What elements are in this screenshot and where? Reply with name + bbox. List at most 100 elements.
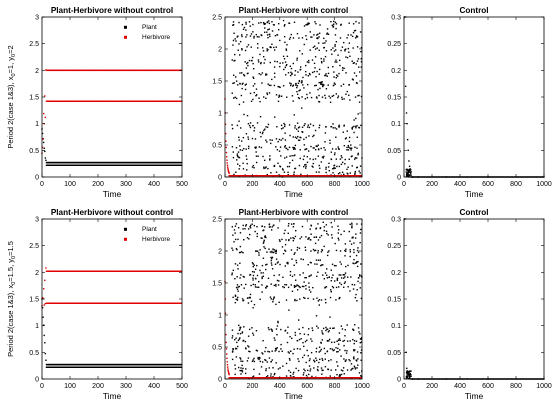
plant-point [296, 249, 299, 251]
plant-point [350, 243, 353, 245]
plant-point [299, 348, 301, 350]
plant-point [293, 148, 295, 150]
herbivore-point [227, 366, 229, 368]
plant-point [232, 21, 235, 23]
plant-point [295, 137, 298, 139]
plant-point [253, 360, 256, 363]
plant-point [325, 126, 327, 128]
herbivore-point [226, 361, 228, 363]
plant-point [313, 134, 315, 137]
plant-point [290, 284, 292, 286]
plant-point [303, 372, 305, 374]
plant-point [271, 257, 273, 260]
plant-point [321, 357, 323, 360]
plant-point [339, 349, 341, 351]
plant-point [315, 171, 318, 173]
plant-point [311, 327, 313, 329]
plant-point [355, 340, 358, 342]
plant-point [341, 96, 343, 99]
plant-point [331, 276, 333, 279]
plant-point [249, 350, 251, 353]
plant-point [231, 335, 234, 337]
plant-point [239, 40, 242, 43]
plant-point [257, 61, 260, 63]
y-tick-label: 3 [35, 217, 39, 224]
herbivore-point [44, 302, 47, 305]
plant-point [293, 371, 295, 374]
plant-point [279, 62, 281, 64]
plant-point [358, 101, 361, 103]
plant-point [268, 328, 270, 331]
plant-point [298, 338, 301, 341]
plant-point [314, 158, 317, 160]
plant-point [347, 166, 349, 168]
plant-point [280, 139, 282, 141]
plant-point [234, 301, 237, 304]
plant-point [241, 49, 243, 51]
plant-point [326, 254, 329, 257]
plant-point [241, 47, 243, 50]
plant-point [306, 161, 309, 164]
plant-point [272, 175, 274, 178]
plant-point [337, 95, 340, 97]
plant-point [249, 297, 251, 299]
x-tick-label: 600 [482, 181, 494, 188]
plant-point [354, 366, 356, 369]
legend-plant-marker [124, 25, 127, 29]
plant-point [287, 171, 289, 174]
plant-point [294, 331, 296, 334]
plant-point [325, 166, 327, 169]
x-tick-label: 0 [223, 181, 227, 188]
plant-point [311, 71, 314, 74]
plant-point [313, 360, 316, 363]
plant-point [345, 137, 347, 139]
plant-point [323, 58, 325, 60]
plant-point [263, 166, 265, 168]
plant-point [234, 38, 236, 40]
plant-point [249, 227, 252, 229]
plant-point [335, 369, 337, 371]
plant-point [289, 270, 292, 273]
plant-point [244, 88, 247, 91]
plant-point [340, 155, 343, 157]
plant-point [336, 340, 338, 342]
plant-point [294, 334, 297, 336]
plant-point [256, 232, 259, 235]
plant-point [304, 249, 307, 251]
plant-point [287, 232, 289, 235]
plant-point [271, 30, 274, 32]
plant-point [348, 140, 351, 143]
plant-point [273, 165, 276, 167]
plant-point [236, 36, 238, 38]
plant-point [342, 274, 344, 276]
plant-point [257, 357, 259, 360]
plant-point [262, 339, 264, 342]
plant-point [320, 81, 323, 84]
plant-point [359, 241, 361, 244]
plant-point [271, 329, 273, 331]
plant-point [235, 347, 238, 350]
plant-point [262, 275, 265, 277]
plant-point [348, 158, 350, 160]
plant-point [233, 32, 235, 35]
plant-point [269, 226, 271, 228]
plant-point [291, 72, 293, 75]
plant-point [258, 280, 260, 283]
plant-point [180, 161, 183, 164]
plant-point [331, 237, 333, 239]
y-axis-label-part: 0 [11, 282, 17, 285]
plant-point [234, 364, 236, 366]
plant-point [340, 369, 343, 371]
y-tick-label: 1.5 [29, 297, 39, 304]
plant-point [337, 225, 339, 227]
plant-point [317, 42, 320, 44]
plant-point [274, 34, 277, 37]
plant-point [359, 71, 361, 73]
plant-point [294, 154, 296, 156]
plant-point [261, 72, 264, 74]
plant-point [239, 277, 241, 279]
plant-point [262, 155, 264, 158]
plant-point [296, 299, 298, 302]
plant-point [241, 369, 243, 372]
plant-point [313, 45, 316, 47]
